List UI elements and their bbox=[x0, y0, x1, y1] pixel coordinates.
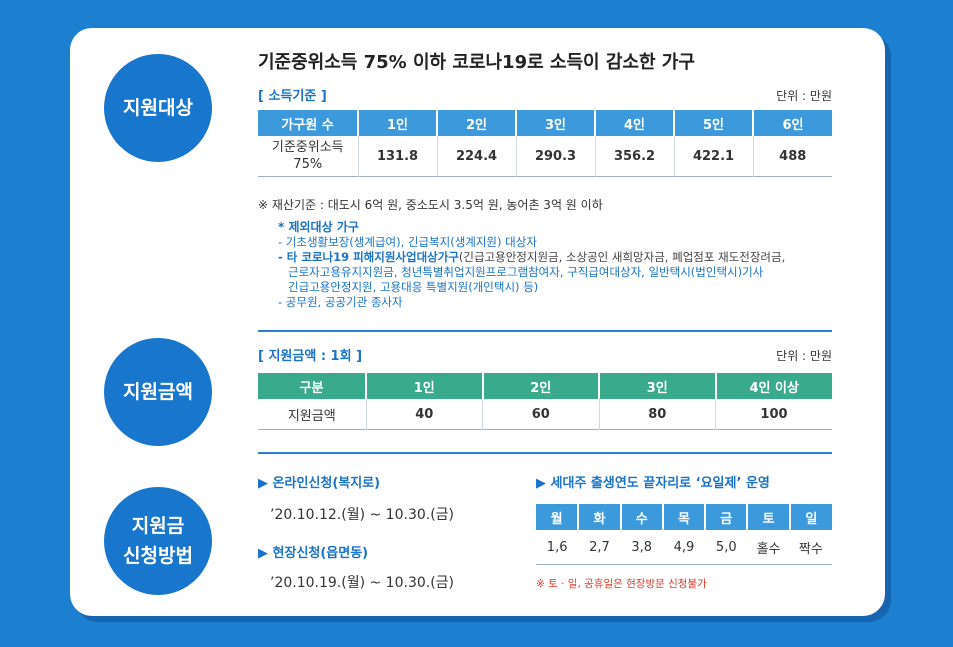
income-header-cell: 6인 bbox=[752, 110, 832, 136]
amount-row-label: 지원금액 bbox=[287, 408, 336, 424]
amount-label: [ 지원금액 : 1회 ] bbox=[258, 349, 363, 364]
amount-value-cell: 80 bbox=[598, 399, 716, 430]
income-table-row: 기준중위소득 75% 131.8 224.4 290.3 356.2 422.1… bbox=[258, 136, 832, 177]
amount-header-cell: 1인 bbox=[365, 373, 483, 399]
income-criteria-label: [ 소득기준 ] bbox=[258, 89, 327, 104]
income-value-cell: 488 bbox=[752, 136, 832, 177]
exclusion-item-3: - 공무원, 공공기관 종사자 bbox=[278, 295, 403, 309]
amount-unit: 단위 : 만원 bbox=[776, 349, 832, 363]
target-title: 기준중위소득 75% 이하 코로나19로 소득이 감소한 가구 bbox=[258, 52, 695, 73]
exclusion-item-2-line3: 긴급고용안정지원, 고용대응 특별지원(개인택시) 등) bbox=[288, 280, 539, 294]
weekday-system-title: ▶ 세대주 출생연도 끝자리로 ‘요일제’ 운영 bbox=[536, 476, 770, 491]
amount-value-cell: 40 bbox=[365, 399, 483, 430]
birth-digit-cell: 짝수 bbox=[798, 541, 823, 557]
weekday-cell: 수 bbox=[619, 504, 663, 530]
exclusion-item-1: - 기초생활보장(생계급여), 긴급복지(생계지원) 대상자 bbox=[278, 235, 537, 249]
weekday-cell: 월 bbox=[536, 504, 579, 530]
online-apply-title: ▶ 온라인신청(복지로) bbox=[258, 476, 381, 491]
birth-digit-cell: 3,8 bbox=[631, 539, 653, 555]
onsite-apply-date: ’20.10.19.(월) ~ 10.30.(금) bbox=[270, 575, 455, 591]
exclusion-block: * 제외대상 가구 - 기초생활보장(생계급여), 긴급복지(생계지원) 대상자… bbox=[278, 218, 858, 310]
weekday-header-row: 월 화 수 목 금 토 일 bbox=[536, 504, 832, 530]
income-header-cell: 5인 bbox=[673, 110, 753, 136]
section-divider bbox=[258, 452, 832, 454]
amount-header-cell: 4인 이상 bbox=[714, 373, 832, 399]
birth-digit-cell: 1,6 bbox=[546, 539, 568, 555]
amount-value-cell: 60 bbox=[482, 399, 599, 430]
exclusion-item-2: - 타 코로나19 피해지원사업대상가구(긴급고용안정지원금, 소상공인 새희망… bbox=[278, 250, 786, 264]
income-row-label: 기준중위소득 75% bbox=[271, 140, 344, 172]
section-badge-target: 지원대상 bbox=[104, 54, 212, 162]
exclusion-item-2-line2: 근로자고용유지지원금, 청년특별취업지원프로그램참여자, 구직급여대상자, 일반… bbox=[288, 265, 764, 279]
info-card: 지원대상 지원금액 지원금 신청방법 기준중위소득 75% 이하 코로나19로 … bbox=[70, 28, 885, 616]
income-value-cell: 422.1 bbox=[673, 136, 753, 177]
amount-header-cell: 3인 bbox=[598, 373, 716, 399]
income-header-cell: 1인 bbox=[357, 110, 437, 136]
income-value-cell: 356.2 bbox=[594, 136, 674, 177]
asset-criteria-note: ※ 재산기준 : 대도시 6억 원, 중소도시 3.5억 원, 농어촌 3억 원… bbox=[258, 198, 603, 212]
income-value-cell: 224.4 bbox=[436, 136, 516, 177]
income-value-cell: 290.3 bbox=[515, 136, 595, 177]
amount-header-cell: 구분 bbox=[258, 373, 366, 399]
weekend-warning-note: ※ 토 · 일, 공휴일은 현장방문 신청불가 bbox=[536, 578, 707, 590]
income-table: 가구원 수 1인 2인 3인 4인 5인 6인 기준중위소득 75% 131.8… bbox=[258, 110, 832, 177]
weekday-cell: 금 bbox=[704, 504, 748, 530]
weekday-cell: 토 bbox=[746, 504, 790, 530]
birth-digit-row: 1,6 2,7 3,8 4,9 5,0 홀수 짝수 bbox=[536, 530, 832, 565]
birth-digit-cell: 홀수 bbox=[756, 541, 781, 557]
amount-value-cell: 100 bbox=[715, 399, 832, 430]
income-value-cell: 131.8 bbox=[357, 136, 437, 177]
section-divider bbox=[258, 330, 832, 332]
amount-header-cell: 2인 bbox=[481, 373, 599, 399]
exclusion-title: * 제외대상 가구 bbox=[278, 220, 359, 234]
birth-digit-cell: 5,0 bbox=[715, 539, 737, 555]
weekday-table: 월 화 수 목 금 토 일 1,6 2,7 3,8 4,9 5,0 홀수 짝수 bbox=[536, 504, 832, 565]
amount-table-row: 지원금액 40 60 80 100 bbox=[258, 399, 832, 430]
birth-digit-cell: 2,7 bbox=[589, 539, 610, 555]
online-apply-date: ’20.10.12.(월) ~ 10.30.(금) bbox=[270, 507, 455, 523]
income-table-header-row: 가구원 수 1인 2인 3인 4인 5인 6인 bbox=[258, 110, 832, 136]
weekday-cell: 화 bbox=[577, 504, 621, 530]
weekday-cell: 일 bbox=[788, 504, 832, 530]
income-header-cell: 4인 bbox=[594, 110, 674, 136]
amount-table-header-row: 구분 1인 2인 3인 4인 이상 bbox=[258, 373, 832, 399]
income-unit: 단위 : 만원 bbox=[776, 89, 832, 103]
income-header-cell: 2인 bbox=[436, 110, 516, 136]
amount-table: 구분 1인 2인 3인 4인 이상 지원금액 40 60 80 100 bbox=[258, 373, 832, 430]
section-badge-apply: 지원금 신청방법 bbox=[104, 487, 212, 595]
birth-digit-cell: 4,9 bbox=[673, 539, 695, 555]
weekday-cell: 목 bbox=[661, 504, 706, 530]
income-header-cell: 가구원 수 bbox=[258, 110, 358, 136]
income-header-cell: 3인 bbox=[515, 110, 595, 136]
onsite-apply-title: ▶ 현장신청(읍면동) bbox=[258, 546, 369, 561]
section-badge-amount: 지원금액 bbox=[104, 338, 212, 446]
